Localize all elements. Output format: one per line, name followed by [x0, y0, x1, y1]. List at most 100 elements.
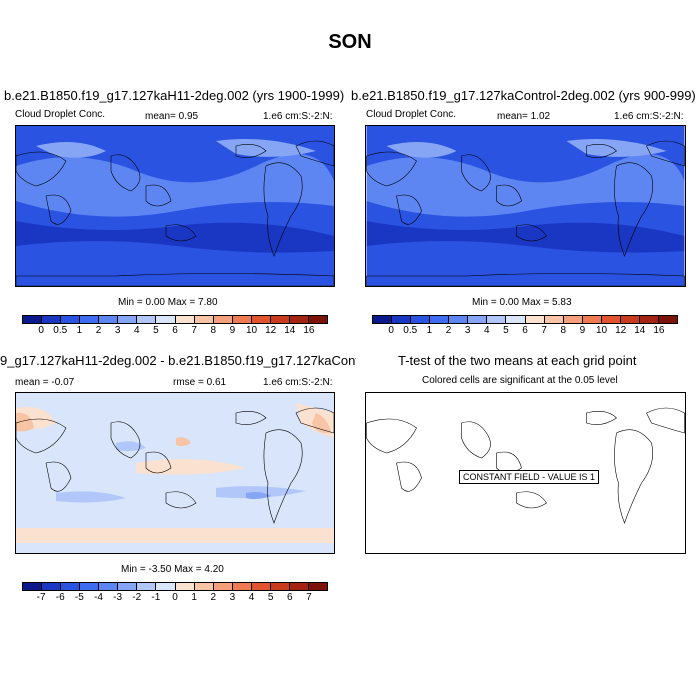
colorbar-tick-label: 0.5: [403, 325, 418, 336]
colorbar-tick-label: 5: [267, 592, 274, 603]
colorbar-cell: [137, 583, 157, 590]
panel2-colorbar-labels: 0 0.5 1 2 3 4 5 6 7 8 9 10 12 14 16: [372, 325, 678, 337]
colorbar-tick-label: 0: [172, 592, 178, 603]
colorbar-tick-label: 0: [388, 325, 394, 336]
colorbar-cell: [582, 316, 602, 323]
panel3-map-svg: [16, 393, 334, 553]
colorbar-tick-label: 5: [153, 325, 159, 336]
colorbar-cell: [137, 316, 157, 323]
colorbar-tick-label: 4: [248, 592, 255, 603]
colorbar-cell: [658, 316, 677, 323]
colorbar-cell: [175, 583, 195, 590]
colorbar-cell: [99, 316, 119, 323]
colorbar-cell: [639, 316, 659, 323]
panel2-map: [365, 125, 686, 287]
panel4-subtitle: Colored cells are significant at the 0.0…: [422, 375, 618, 386]
colorbar-cell: [61, 316, 81, 323]
panel3-colorbar-labels: -7 -6 -5 -4 -3 -2 -1 0 1 2 3 4 5 6 7: [22, 592, 328, 604]
colorbar-tick-label: 1: [191, 592, 197, 603]
panel3-map: [15, 392, 335, 554]
colorbar-tick-label: 6: [522, 325, 528, 336]
colorbar-tick-label: 3: [229, 592, 236, 603]
colorbar-tick-label: 6: [172, 325, 178, 336]
panel1-variable-label: Cloud Droplet Conc.: [15, 109, 106, 120]
colorbar-cell: [232, 316, 252, 323]
panel4-map-svg: [366, 393, 685, 553]
colorbar-tick-label: -4: [94, 592, 103, 603]
colorbar-cell: [232, 583, 252, 590]
colorbar-cell: [156, 316, 176, 323]
colorbar-tick-label: -5: [74, 592, 84, 603]
panel3-title: 9_g17.127kaH11-2deg.002 - b.e21.B1850.f1…: [0, 353, 356, 368]
panel1-units: 1.e6 cm:S:-2:N:: [263, 111, 333, 122]
colorbar-tick-label: 2: [210, 592, 217, 603]
panel1-map-svg: [16, 126, 334, 286]
colorbar-tick-label: -3: [113, 592, 123, 603]
panel2-minmax: Min = 0.00 Max = 5.83: [472, 297, 572, 308]
panel1-colorbar-labels: 0 0.5 1 2 3 4 5 6 7 8 9 10 12 14 16: [22, 325, 328, 337]
colorbar-tick-label: 9: [579, 325, 586, 336]
colorbar-tick-label: 12: [615, 325, 627, 336]
colorbar-tick-label: 4: [133, 325, 140, 336]
colorbar-cell: [213, 316, 233, 323]
colorbar-cell: [308, 583, 327, 590]
colorbar-tick-label: 7: [306, 592, 312, 603]
colorbar-tick-label: 1: [426, 325, 433, 336]
panel3-minmax: Min = -3.50 Max = 4.20: [121, 564, 224, 575]
colorbar-cell: [80, 583, 100, 590]
colorbar-tick-label: 0: [38, 325, 44, 336]
colorbar-cell: [23, 583, 43, 590]
colorbar-cell: [289, 583, 309, 590]
colorbar-cell: [99, 583, 119, 590]
colorbar-tick-label: 3: [464, 325, 471, 336]
colorbar-cell: [289, 316, 309, 323]
colorbar-cell: [42, 316, 62, 323]
panel1-title: b.e21.B1850.f19_g17.127kaH11-2deg.002 (y…: [4, 88, 345, 103]
colorbar-cell: [80, 316, 100, 323]
colorbar-cell: [411, 316, 431, 323]
colorbar-cell: [430, 316, 450, 323]
panel2-units: 1.e6 cm:S:-2:N:: [614, 111, 684, 122]
panel2-title: b.e21.B1850.f19_g17.127kaControl-2deg.00…: [351, 88, 696, 103]
panel2-variable-label: Cloud Droplet Conc.: [366, 109, 457, 120]
panel3-colorbar: [22, 582, 328, 591]
colorbar-cell: [468, 316, 488, 323]
colorbar-cell: [194, 583, 214, 590]
panel4-map: CONSTANT FIELD - VALUE IS 1: [365, 392, 686, 554]
panel1-minmax: Min = 0.00 Max = 7.80: [118, 297, 218, 308]
constant-field-label: CONSTANT FIELD - VALUE IS 1: [459, 470, 600, 484]
panel1-mean: mean= 0.95: [145, 111, 199, 122]
colorbar-tick-label: 9: [229, 325, 236, 336]
colorbar-cell: [563, 316, 583, 323]
colorbar-tick-label: 16: [653, 325, 665, 336]
colorbar-tick-label: 14: [634, 325, 646, 336]
colorbar-tick-label: 8: [210, 325, 217, 336]
colorbar-tick-label: 8: [560, 325, 567, 336]
colorbar-tick-label: 0.5: [53, 325, 68, 336]
colorbar-tick-label: 2: [445, 325, 452, 336]
colorbar-tick-label: 3: [114, 325, 121, 336]
panel1-map: [15, 125, 335, 287]
colorbar-cell: [449, 316, 469, 323]
colorbar-cell: [525, 316, 545, 323]
panel2-map-svg: [366, 126, 685, 286]
colorbar-cell: [156, 583, 176, 590]
colorbar-tick-label: -1: [151, 592, 161, 603]
colorbar-cell: [23, 316, 43, 323]
panel1-colorbar: [22, 315, 328, 324]
colorbar-cell: [251, 583, 271, 590]
colorbar-tick-label: 14: [284, 325, 296, 336]
colorbar-tick-label: 4: [483, 325, 490, 336]
colorbar-cell: [620, 316, 640, 323]
colorbar-tick-label: 5: [503, 325, 509, 336]
colorbar-cell: [270, 316, 290, 323]
figure-title: SON: [328, 31, 372, 53]
colorbar-tick-label: 10: [595, 325, 608, 336]
colorbar-tick-label: -7: [36, 592, 46, 603]
colorbar-cell: [118, 316, 138, 323]
colorbar-tick-label: 2: [95, 325, 102, 336]
colorbar-cell: [194, 316, 214, 323]
colorbar-tick-label: 1: [76, 325, 83, 336]
colorbar-cell: [601, 316, 621, 323]
colorbar-tick-label: 7: [191, 325, 197, 336]
